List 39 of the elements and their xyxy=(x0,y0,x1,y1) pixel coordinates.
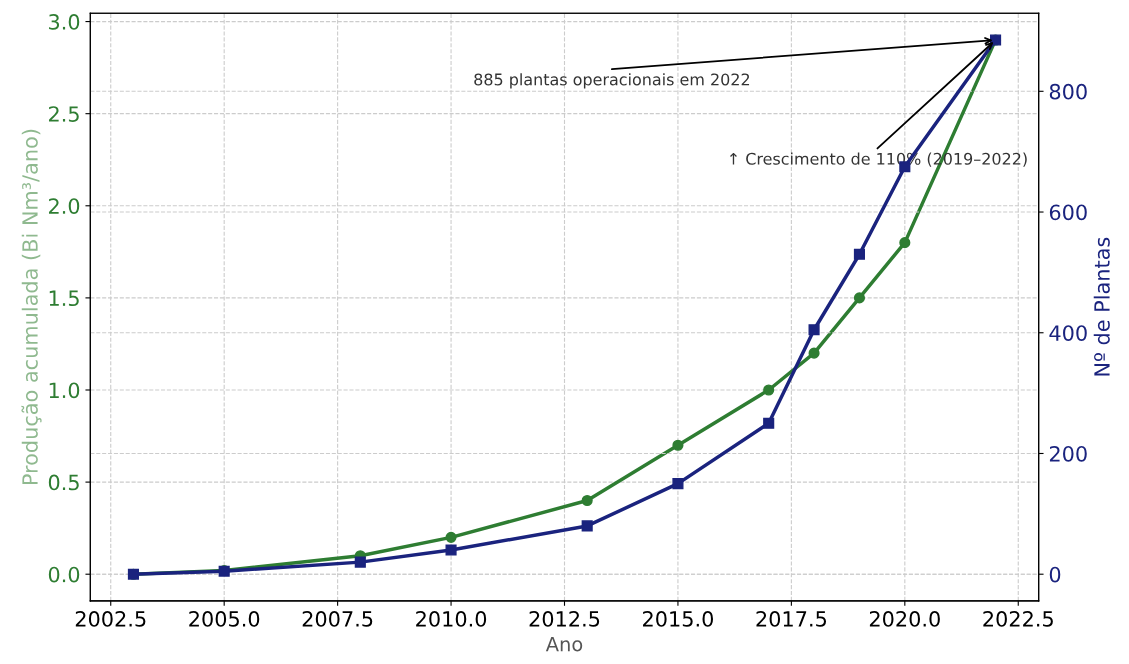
x-axis-title: Ano xyxy=(545,636,583,652)
y-axis-title: Produção acumulada (Bi Nm³/ano) xyxy=(21,129,42,485)
point xyxy=(581,520,593,532)
y2-axis-title: Nº de Plantas xyxy=(1093,237,1110,376)
x-tick-label: 2005.0 xyxy=(189,611,260,627)
x-tick-label: 2022.5 xyxy=(983,611,1053,627)
point xyxy=(763,384,775,396)
point xyxy=(445,531,457,543)
point xyxy=(763,417,775,429)
point xyxy=(672,478,684,490)
y-tick-label: 0.0 xyxy=(48,566,80,583)
point xyxy=(808,347,820,359)
y-tick-label: 1.5 xyxy=(49,290,79,307)
point xyxy=(445,544,457,556)
y2-tick-label: 600 xyxy=(1049,204,1087,221)
y-tick-label: 2.0 xyxy=(48,198,80,214)
y-tick-label: 2.5 xyxy=(48,106,79,122)
y2-tick-label: 200 xyxy=(1049,445,1087,462)
point xyxy=(853,292,866,304)
x-tick-label: 2010.0 xyxy=(416,611,487,627)
annotation: 885 plantas operacionais em 2022 xyxy=(474,73,750,89)
point xyxy=(808,324,820,336)
y-tick-label: 3.0 xyxy=(49,14,80,30)
point xyxy=(899,237,911,249)
point xyxy=(354,556,366,568)
y-tick-label: 1.0 xyxy=(49,382,80,399)
x-tick-label: 2017.5 xyxy=(756,611,827,627)
x-tick-label: 2002.5 xyxy=(75,611,146,627)
x-tick-label: 2007.5 xyxy=(302,611,373,627)
y2-tick-label: 400 xyxy=(1049,325,1087,341)
x-tick-label: 2020.0 xyxy=(869,611,940,627)
y-tick-label: 0.5 xyxy=(48,474,79,491)
x-tick-label: 2015.0 xyxy=(643,611,713,627)
y2-tick-label: 800 xyxy=(1049,83,1087,100)
x-tick-label: 2012.5 xyxy=(529,611,600,627)
point xyxy=(672,439,684,451)
y2-tick-label: 0 xyxy=(1049,566,1061,583)
point xyxy=(853,248,866,260)
point xyxy=(581,494,593,507)
